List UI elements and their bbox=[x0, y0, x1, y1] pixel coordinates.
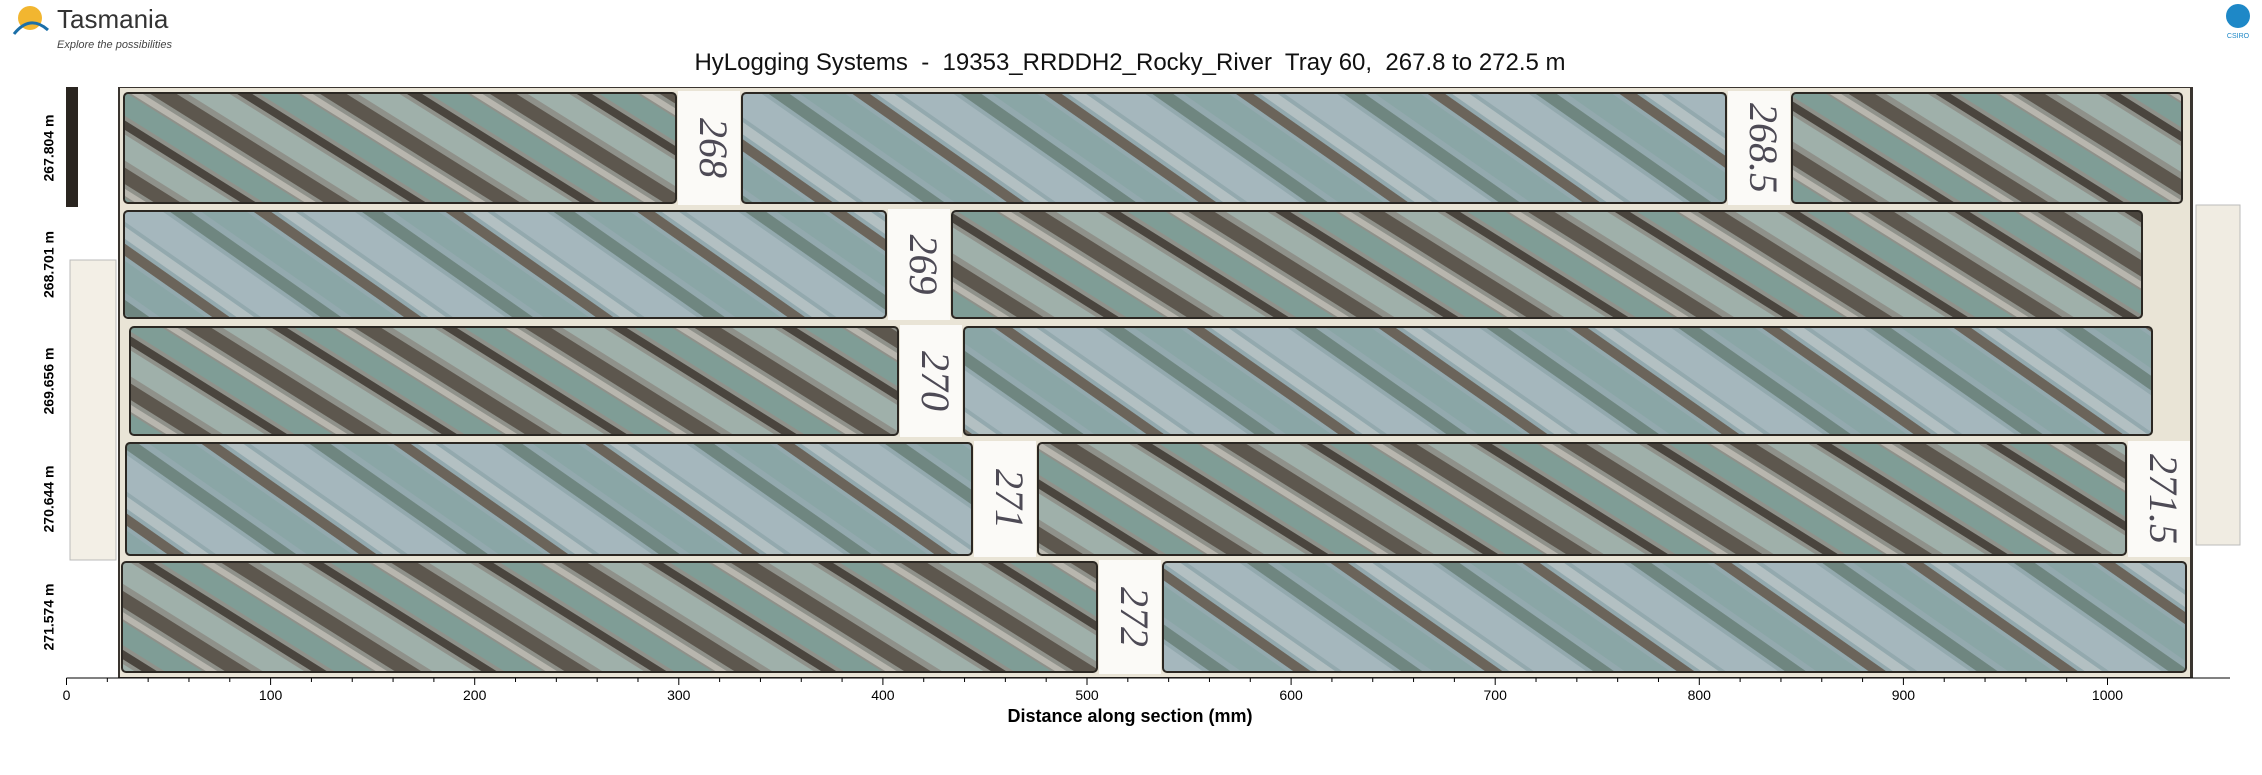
depth-marker-block bbox=[900, 325, 962, 437]
logo-text: Tasmania bbox=[57, 4, 169, 34]
core-segment bbox=[125, 442, 973, 556]
core-segment bbox=[963, 326, 2153, 436]
row-depth-label: 268.701 m bbox=[41, 231, 57, 298]
row-depth-label: 267.804 m bbox=[41, 115, 57, 182]
tick-label: 600 bbox=[1279, 687, 1303, 703]
core-segment bbox=[951, 210, 2143, 319]
title: HyLogging Systems - 19353_RRDDH2_Rocky_R… bbox=[694, 49, 1565, 76]
depth-marker-block bbox=[974, 441, 1036, 557]
core-rows: 268 268.5 267.804 m 269 268.701 m 270 269.656 … bbox=[41, 88, 2190, 677]
tray-spacer bbox=[69, 259, 117, 561]
depth-marker-block bbox=[678, 91, 740, 205]
csiro-logo: CSIRO bbox=[2226, 4, 2250, 40]
tick-label: 300 bbox=[667, 687, 691, 703]
tick-label: 500 bbox=[1075, 687, 1099, 703]
tick-label: 100 bbox=[259, 687, 283, 703]
core-segment bbox=[741, 92, 1727, 204]
axis-label: Distance along section (mm) bbox=[1007, 706, 1252, 726]
row-depth-label: 271.574 m bbox=[41, 584, 57, 651]
core-segment bbox=[1162, 561, 2187, 673]
tick-label: 900 bbox=[1892, 687, 1916, 703]
tick-label: 1000 bbox=[2092, 687, 2123, 703]
depth-marker: 272 bbox=[1112, 587, 1157, 647]
depth-marker: 270 bbox=[913, 351, 958, 411]
row-depth-label: 270.644 m bbox=[41, 466, 57, 533]
core-segment bbox=[121, 561, 1098, 673]
depth-marker-block bbox=[888, 209, 950, 320]
tick-label: 800 bbox=[1688, 687, 1712, 703]
core-segment bbox=[123, 92, 677, 204]
tray-edge bbox=[66, 87, 78, 207]
depth-marker: 268 bbox=[691, 118, 736, 178]
core-segment bbox=[1037, 442, 2127, 556]
tray-spacer bbox=[2195, 204, 2241, 546]
depth-marker: 271 bbox=[987, 469, 1032, 529]
tick-label: 700 bbox=[1484, 687, 1508, 703]
logo-tagline: Explore the possibilities bbox=[57, 39, 172, 51]
depth-marker: 268.5 bbox=[1741, 103, 1786, 193]
core-segment bbox=[129, 326, 899, 436]
depth-marker-block bbox=[1099, 560, 1161, 674]
partner-logo: CSIRO bbox=[2227, 33, 2250, 40]
tick-label: 0 bbox=[63, 687, 71, 703]
depth-marker-block bbox=[2128, 441, 2190, 557]
depth-marker: 271.5 bbox=[2141, 454, 2186, 544]
tick-label: 200 bbox=[463, 687, 487, 703]
core-segment bbox=[1791, 92, 2183, 204]
depth-marker-block bbox=[1728, 91, 1790, 205]
tasmania-logo: Tasmania Explore the possibilities bbox=[12, 4, 172, 51]
tick-label: 400 bbox=[871, 687, 895, 703]
core-segment bbox=[123, 210, 887, 319]
row-depth-label: 269.656 m bbox=[41, 348, 57, 415]
depth-marker: 269 bbox=[901, 235, 946, 295]
x-axis: 0 100 200 300 400 500 600 700 800 900 1000 Distance… bbox=[63, 677, 2230, 726]
